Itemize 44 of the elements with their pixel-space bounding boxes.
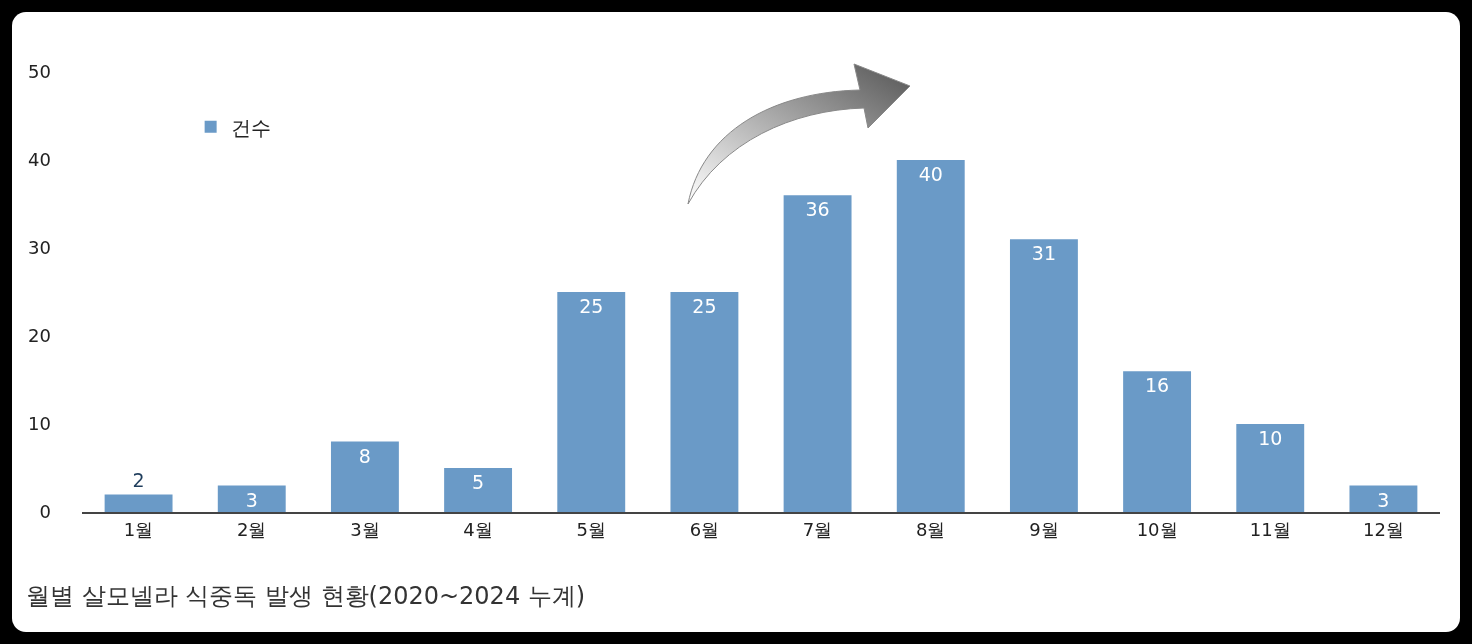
data-label: 31 <box>1031 242 1057 265</box>
y-tick-label: 0 <box>39 501 51 523</box>
legend-label: 건수 <box>230 115 271 140</box>
bar <box>217 485 286 512</box>
bar <box>104 494 173 512</box>
bar <box>1349 485 1418 512</box>
bar <box>670 292 739 512</box>
y-tick-label: 50 <box>28 61 51 83</box>
x-tick-label: 6월 <box>689 518 720 540</box>
data-label: 25 <box>692 295 717 317</box>
bar <box>783 195 852 512</box>
bar <box>557 292 626 512</box>
x-tick-label: 8월 <box>916 518 946 540</box>
bar <box>330 441 399 512</box>
data-label: 25 <box>579 295 604 317</box>
data-label: 36 <box>805 198 830 221</box>
data-label: 40 <box>918 163 943 185</box>
bar <box>1236 424 1305 512</box>
data-label: 10 <box>1258 427 1283 449</box>
x-tick-label: 11월 <box>1249 518 1291 540</box>
y-tick-label: 40 <box>28 149 51 171</box>
x-tick-label: 9월 <box>1029 518 1059 540</box>
y-tick-label: 10 <box>28 413 51 435</box>
text: 월별 살모넬라 식중독 발생 현황(2020~2024 누계) <box>26 581 586 612</box>
data-label: 8 <box>358 444 371 467</box>
data-label: 3 <box>1377 488 1390 511</box>
bar <box>1123 371 1192 512</box>
x-tick-label: 7월 <box>802 518 833 540</box>
x-tick-label: 10월 <box>1136 518 1178 540</box>
x-tick-label: 12월 <box>1362 518 1404 540</box>
x-tick-label: 3월 <box>350 518 380 540</box>
data-label: 5 <box>472 471 485 493</box>
x-tick-label: 2월 <box>237 518 267 540</box>
bar <box>444 468 513 512</box>
data-label: 16 <box>1144 374 1170 397</box>
data-label: 2 <box>132 469 145 492</box>
y-tick-label: 20 <box>28 325 51 347</box>
x-tick-label: 1월 <box>123 518 154 540</box>
data-label: 3 <box>245 488 258 511</box>
x-tick-label: 5월 <box>576 518 606 540</box>
y-tick-label: 30 <box>28 237 51 259</box>
x-tick-label: 4월 <box>463 518 493 540</box>
bar <box>896 160 965 512</box>
bar <box>1009 239 1078 512</box>
